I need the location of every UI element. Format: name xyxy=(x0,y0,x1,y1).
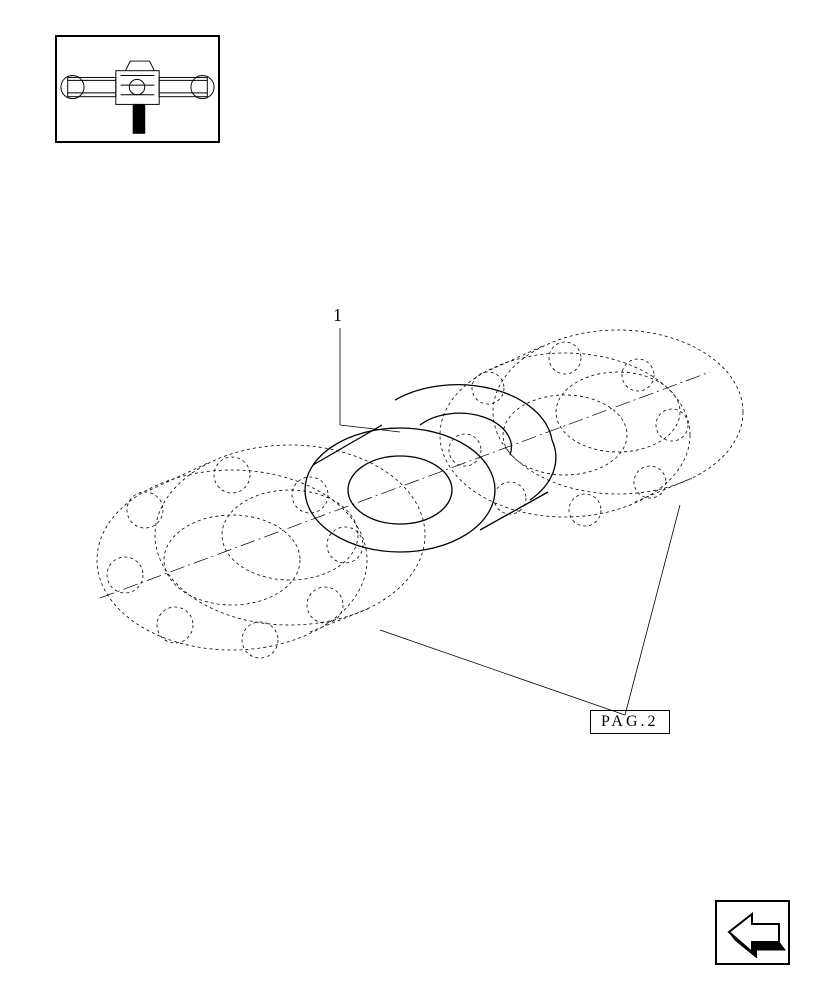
callout-label-1: 1 xyxy=(333,305,342,326)
exploded-bearing-diagram xyxy=(0,0,828,1000)
nav-arrow-button[interactable] xyxy=(715,900,790,965)
callout-text: 1 xyxy=(333,305,342,325)
page-reference-text: PAG.2 xyxy=(601,713,659,730)
nav-arrow-icon xyxy=(717,902,792,967)
page-reference-box: PAG.2 xyxy=(590,710,670,734)
